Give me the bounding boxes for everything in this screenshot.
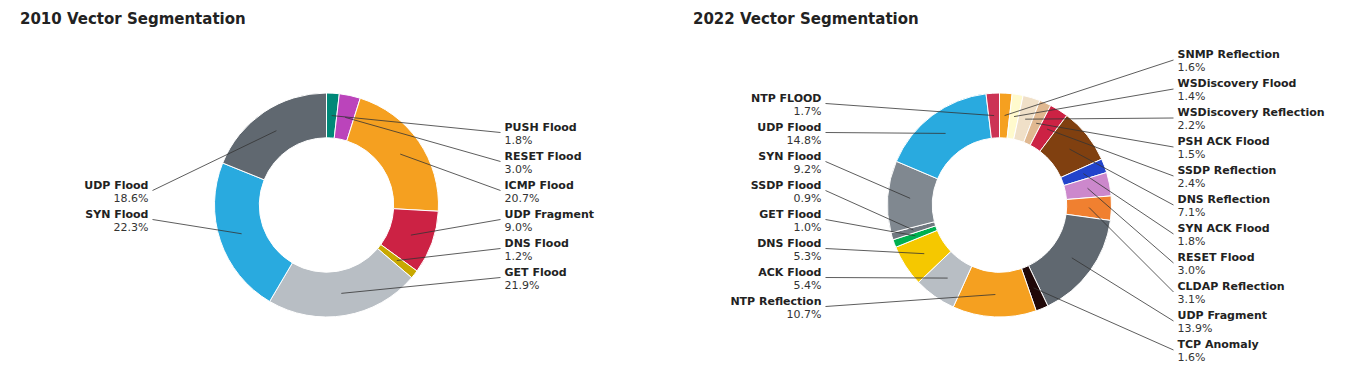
leader-line bbox=[397, 249, 501, 261]
data-label: 1.6% bbox=[1178, 351, 1206, 364]
slice bbox=[215, 163, 293, 301]
slice-label: SYN Flood bbox=[85, 208, 148, 221]
data-label: 9.2% bbox=[794, 163, 822, 176]
slice-label: NTP FLOOD bbox=[751, 92, 822, 105]
slice-label: SYN ACK Flood bbox=[1178, 222, 1270, 235]
slice-label: GET Flood bbox=[759, 208, 821, 221]
slice-label: NTP Reflection bbox=[730, 295, 821, 308]
slice-label: UDP Flood bbox=[757, 121, 821, 134]
figure: 2010 Vector SegmentationPUSH Flood1.8%RE… bbox=[0, 0, 1346, 384]
slice-label: SYN Flood bbox=[758, 150, 821, 163]
leader-line bbox=[826, 191, 914, 231]
leader-line bbox=[826, 132, 946, 134]
slices bbox=[215, 93, 439, 317]
data-label: 3.0% bbox=[505, 163, 533, 176]
leader-line bbox=[1083, 174, 1173, 234]
slice-label: PSH ACK Flood bbox=[1178, 135, 1270, 148]
slice-label: SSDP Reflection bbox=[1178, 164, 1277, 177]
leader-line bbox=[411, 220, 501, 236]
chart: 2022 Vector SegmentationSNMP Reflection1… bbox=[693, 10, 1325, 364]
slice-label: DNS Flood bbox=[505, 237, 569, 250]
leader-line bbox=[153, 220, 242, 234]
chart: 2010 Vector Segmentation PUSH Flood1.8% RE… bbox=[20, 10, 594, 317]
slice bbox=[896, 94, 991, 179]
title: 2010 Vector Segmentation bbox=[20, 10, 246, 28]
data-label: 3.0% bbox=[1178, 264, 1206, 277]
leader-line bbox=[826, 220, 916, 236]
leader-line bbox=[341, 278, 500, 294]
leader-line bbox=[1005, 60, 1174, 116]
slice-label: PUSH Flood bbox=[505, 121, 577, 134]
data-label: 2.2% bbox=[1178, 119, 1206, 132]
leader-line bbox=[1047, 129, 1173, 176]
data-label: 2.4% bbox=[1178, 177, 1206, 190]
data-label: 1.0% bbox=[794, 221, 822, 234]
slice-label: TCP Anomaly bbox=[1178, 338, 1259, 351]
data-label: 3.1% bbox=[1178, 293, 1206, 306]
data-label: 10.7% bbox=[787, 308, 822, 321]
data-label: 0.9% bbox=[794, 192, 822, 205]
slice bbox=[223, 93, 327, 180]
slice-label: ICMP Flood bbox=[505, 179, 574, 192]
slice-label: WSDiscovery Reflection bbox=[1178, 106, 1325, 119]
slice-label: DNS Reflection bbox=[1178, 193, 1271, 206]
data-label: 18.6% bbox=[114, 192, 149, 205]
slice-label: CLDAP Reflection bbox=[1178, 280, 1285, 293]
data-label: 22.3% bbox=[114, 221, 149, 234]
data-label: 14.8% bbox=[787, 134, 822, 147]
data-label: 7.1% bbox=[1178, 206, 1206, 219]
labels: SNMP Reflection1.6%WSDiscovery Flood1.4%… bbox=[730, 48, 1324, 364]
leader-line bbox=[1088, 188, 1174, 263]
leader-line bbox=[1034, 288, 1174, 350]
data-label: 1.5% bbox=[1178, 148, 1206, 161]
leader-line bbox=[826, 104, 995, 116]
slice-label: SNMP Reflection bbox=[1178, 48, 1280, 61]
data-label: 1.4% bbox=[1178, 90, 1206, 103]
labels: PUSH Flood1.8%RESET Flood3.0%ICMP Flood2… bbox=[84, 116, 594, 294]
slice bbox=[347, 98, 439, 211]
leader-line bbox=[826, 249, 925, 254]
slice-label: GET Flood bbox=[505, 266, 567, 279]
data-label: 5.4% bbox=[794, 279, 822, 292]
leader-line bbox=[1036, 123, 1173, 147]
leader-line bbox=[826, 162, 911, 199]
data-label: 13.9% bbox=[1178, 322, 1213, 335]
slice-label: RESET Flood bbox=[1178, 251, 1255, 264]
data-label: 1.7% bbox=[794, 105, 822, 118]
data-label: 1.6% bbox=[1178, 61, 1206, 74]
slice-label: SSDP Flood bbox=[751, 179, 822, 192]
leader-line bbox=[400, 154, 500, 190]
slice-label: UDP Fragment bbox=[1178, 309, 1268, 322]
leader-line bbox=[153, 131, 277, 191]
data-label: 1.2% bbox=[505, 250, 533, 263]
slice-label: DNS Flood bbox=[757, 237, 821, 250]
data-label: 5.3% bbox=[794, 250, 822, 263]
slice-label: ACK Flood bbox=[758, 266, 821, 279]
leader-line bbox=[826, 277, 948, 279]
slice-label: WSDiscovery Flood bbox=[1178, 77, 1297, 90]
leader-line bbox=[826, 295, 996, 307]
leader-line bbox=[1025, 118, 1173, 119]
leader-line bbox=[332, 116, 501, 133]
data-label: 1.8% bbox=[1178, 235, 1206, 248]
leader-line bbox=[1014, 89, 1173, 117]
slice-label: RESET Flood bbox=[505, 150, 582, 163]
title: 2022 Vector Segmentation bbox=[693, 10, 919, 28]
data-label: 20.7% bbox=[505, 192, 540, 205]
slices bbox=[888, 93, 1112, 317]
slice-label: UDP Flood bbox=[84, 179, 148, 192]
leader-line bbox=[1089, 208, 1173, 292]
data-label: 21.9% bbox=[505, 279, 540, 292]
slice bbox=[270, 249, 412, 317]
leader-line bbox=[345, 117, 500, 161]
slice-label: UDP Fragment bbox=[505, 208, 595, 221]
leader-line bbox=[1070, 149, 1174, 205]
data-label: 9.0% bbox=[505, 221, 533, 234]
data-label: 1.8% bbox=[505, 134, 533, 147]
